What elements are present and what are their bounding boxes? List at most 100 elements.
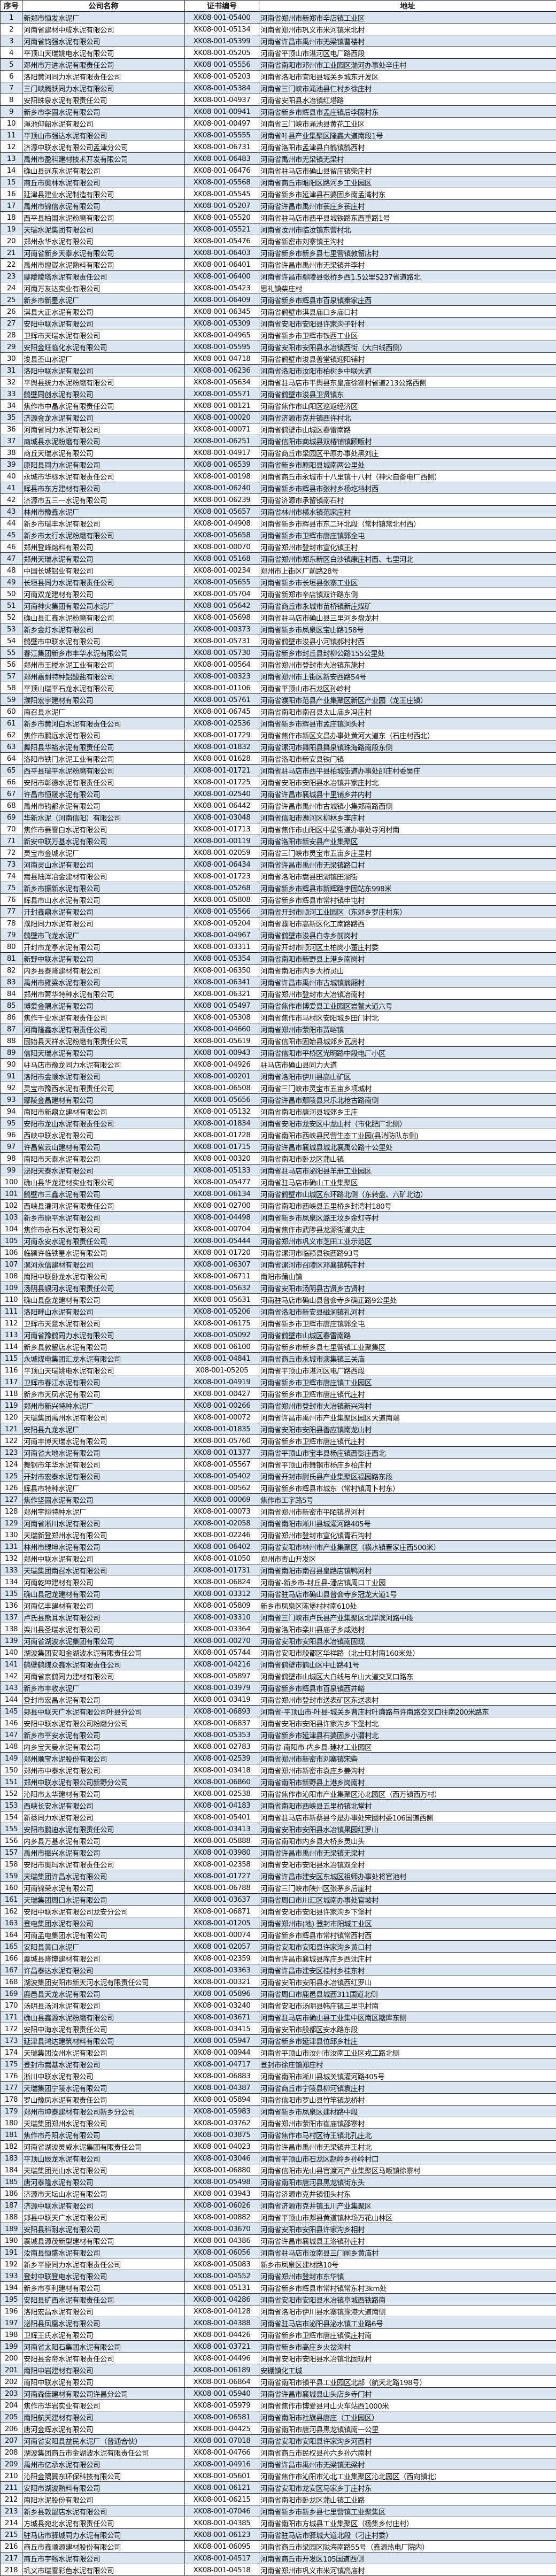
cell-company-name: 信阳天瑞水泥有限公司 bbox=[22, 1047, 185, 1059]
cell-company-name: 新乡金灯水泥有限公司 bbox=[22, 623, 185, 635]
cell-certificate-no: XK08-001-00073 bbox=[185, 1506, 259, 1517]
cell-no: 206 bbox=[1, 2423, 22, 2435]
cell-company-name: 新乡县敦留店水泥有限公司 bbox=[22, 2505, 185, 2517]
cell-company-name: 确山县远东水泥有限公司 bbox=[22, 165, 185, 176]
cell-company-name: 确山县盘龙建材有限公司 bbox=[22, 1294, 185, 1306]
cell-certificate-no: XK08-001-05402 bbox=[185, 1470, 259, 1482]
cell-address: 河南省信阳市罗山县竹竿镇龙桥村 bbox=[259, 2094, 556, 2105]
cell-address: 河南省许昌市建安区东城区祖师办事处将官池村 bbox=[259, 1870, 556, 1882]
cell-company-name: 新郑市恒发水泥厂 bbox=[22, 12, 185, 24]
cell-no: 75 bbox=[1, 882, 22, 894]
cell-address: 河南省平顶山市郏县黄道镇林场万花山林区 bbox=[259, 2211, 556, 2223]
cell-company-name: 南阳水泥股份有限公司 bbox=[22, 2494, 185, 2505]
cell-certificate-no: XK08-001-05983 bbox=[185, 2105, 259, 2117]
cell-certificate-no: XK08-001-00069 bbox=[185, 1494, 259, 1506]
cell-address: 河南省新乡市辉县市张村乡杨圪垱村西 bbox=[259, 482, 556, 494]
cell-address: 河南省安阳市林州市产业集聚区（横水镇晋家庄西500米） bbox=[259, 1541, 556, 1553]
cell-company-name: 南阳航天建材有限公司 bbox=[22, 2411, 185, 2423]
cell-certificate-no: XK08-001-03762 bbox=[185, 2117, 259, 2129]
cell-address: 河南省郑州市登封市东华镇 bbox=[259, 2270, 556, 2282]
cell-company-name: 唐河泰隆水泥有限公司 bbox=[22, 2176, 185, 2188]
cell-address: 河南省新乡市延津县石婆固乡小渭村北 bbox=[259, 1729, 556, 1741]
cell-no: 40 bbox=[1, 471, 22, 482]
cell-certificate-no: XK08-001-05897 bbox=[185, 1670, 259, 1682]
cell-address: 河南省郑州市巩义市米河镇米北村 bbox=[259, 24, 556, 35]
cell-address: 河南省新乡市辉县市孟庄镇后李固村东 bbox=[259, 106, 556, 118]
cell-certificate-no: XK08-001-06100 bbox=[185, 1341, 259, 1353]
cell-certificate-no: X08-001-05205 bbox=[185, 1364, 259, 1376]
cell-certificate-no: XK08-001-04386 bbox=[185, 2235, 259, 2247]
cell-certificate-no: XK08-001-03419 bbox=[185, 1694, 259, 1706]
cell-certificate-no: XK08-001-04965 bbox=[185, 329, 259, 341]
cell-certificate-no: XK08-001-04916 bbox=[185, 2458, 259, 2470]
cell-certificate-no: XK08-001-00201 bbox=[185, 1070, 259, 1082]
cell-no: 211 bbox=[1, 2482, 22, 2494]
cell-no: 137 bbox=[1, 1611, 22, 1623]
cell-company-name: 商丘市鑫顺源建材股份有限公司 bbox=[22, 2541, 185, 2552]
cell-no: 201 bbox=[1, 2364, 22, 2376]
cell-no: 150 bbox=[1, 1764, 22, 1776]
cell-company-name: 新乡市平安水泥有限公司 bbox=[22, 1729, 185, 1741]
cell-certificate-no: XK08-001-05555 bbox=[185, 129, 259, 141]
cell-company-name: 商丘天瑞水泥有限公司 bbox=[22, 447, 185, 459]
cell-no: 195 bbox=[1, 2294, 22, 2305]
cell-company-name: 驻马店市豫龙同力水泥有限公司 bbox=[22, 1059, 185, 1070]
cell-certificate-no: XK08-001-03312 bbox=[185, 1588, 259, 1600]
cell-no: 164 bbox=[1, 1929, 22, 1941]
cell-company-name: 河南省同力水泥有限公司 bbox=[22, 423, 185, 435]
cell-address: 河南省南阳市内乡县大桥乡灵山头 bbox=[259, 1835, 556, 1847]
cell-address: 河南省商丘市开发区105国道西侧 bbox=[259, 2552, 556, 2564]
cell-company-name: 沁阳市太华建材有限公司 bbox=[22, 1788, 185, 1800]
cell-address: 河南省新乡市卫辉市铁西工业区 bbox=[259, 329, 556, 341]
cell-address: 河南省濮阳市高新区化工南路路西 bbox=[259, 917, 556, 929]
cell-certificate-no: XK08-001-00323 bbox=[185, 670, 259, 682]
cell-address: 河南省郑州市巩义市芝田工业示范区 bbox=[259, 1235, 556, 1247]
cell-company-name: 登封中联登电水泥有限公司 bbox=[22, 2270, 185, 2282]
cell-certificate-no: XK08-001-00497 bbox=[185, 118, 259, 129]
cell-address: 河南省郑州市登封市送表矿区东送表村 bbox=[259, 1694, 556, 1706]
cell-certificate-no: XK08-001-05571 bbox=[185, 388, 259, 400]
cell-no: 135 bbox=[1, 1588, 22, 1600]
cell-certificate-no: XK08-001-02059 bbox=[185, 847, 259, 859]
cell-address: 河南省南阳市唐河县黑龙镇镇南一公里 bbox=[259, 2423, 556, 2435]
cell-address: 河南省南阳市西峡县民营生态工业园(县消防队东侧) bbox=[259, 1129, 556, 1141]
cell-no: 87 bbox=[1, 1023, 22, 1035]
cell-address: 河南省许昌市襄城县山头店乡寺门村 bbox=[259, 2388, 556, 2400]
cell-no: 171 bbox=[1, 2011, 22, 2023]
cell-no: 212 bbox=[1, 2494, 22, 2505]
cell-no: 144 bbox=[1, 1694, 22, 1706]
cell-no: 55 bbox=[1, 647, 22, 659]
cell-certificate-no: XK08-001-05601 bbox=[185, 2470, 259, 2482]
cell-certificate-no: XK08-001-04841 bbox=[185, 1353, 259, 1364]
cell-address: 河南省济源市克井镇佃头村东 bbox=[259, 2188, 556, 2200]
cell-address: 河南省安阳市龙安区马家乡丁庄村东 bbox=[259, 2482, 556, 2494]
cell-company-name: 湖波集团安阳市新天河水泥有限责任公司 bbox=[22, 1976, 185, 1988]
cell-no: 113 bbox=[1, 1329, 22, 1341]
cell-company-name: 天瑞集团周口水泥有限公司 bbox=[22, 1894, 185, 1906]
cell-address: 河南省商丘市宁陵县柳河镇袁庄村 bbox=[259, 2082, 556, 2094]
cell-no: 58 bbox=[1, 682, 22, 694]
cell-certificate-no: XK08-001-01723 bbox=[185, 870, 259, 882]
